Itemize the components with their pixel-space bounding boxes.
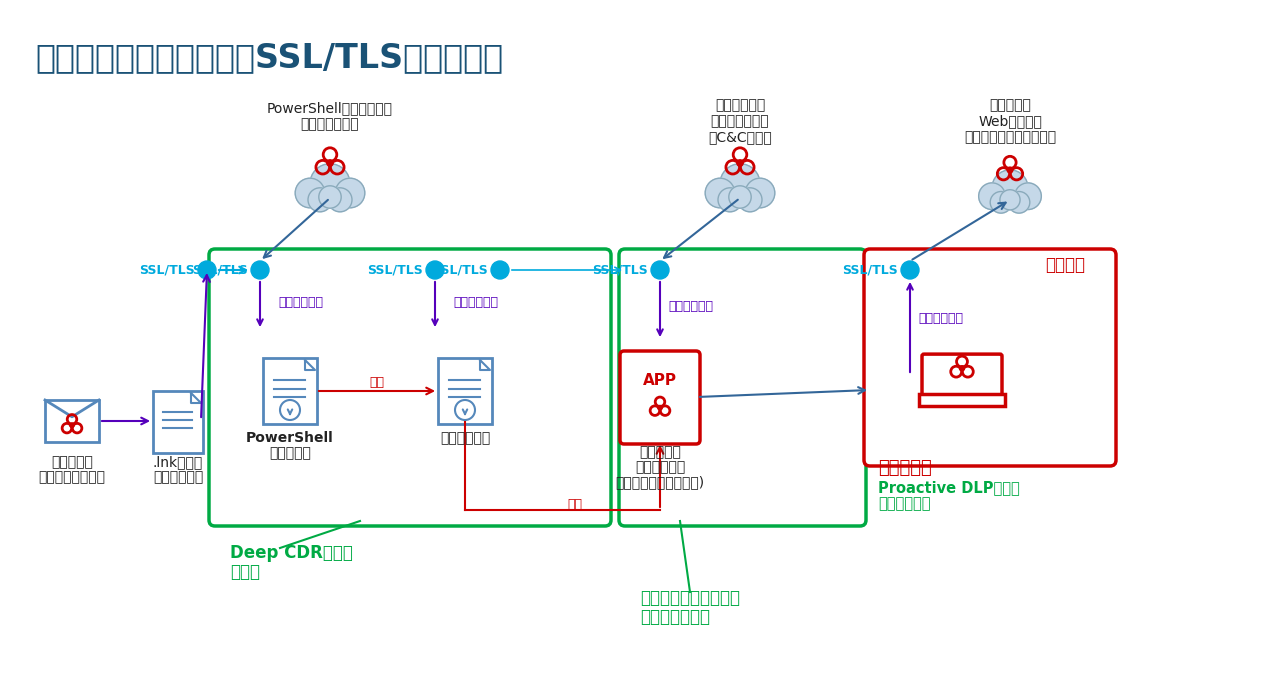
Text: SSL/TLS: SSL/TLS <box>192 263 248 276</box>
Circle shape <box>737 160 744 166</box>
Text: （メモリ上に: （メモリ上に <box>635 460 685 474</box>
Text: 無害化: 無害化 <box>230 563 260 581</box>
FancyBboxPatch shape <box>620 249 867 526</box>
Text: ダウンロード: ダウンロード <box>668 300 713 314</box>
Text: ダウンロード元: ダウンロード元 <box>710 114 769 128</box>
Circle shape <box>1007 167 1012 173</box>
Text: SSL/TLS: SSL/TLS <box>433 263 488 276</box>
Circle shape <box>251 261 269 279</box>
FancyBboxPatch shape <box>262 358 317 424</box>
Text: ダウンロード元: ダウンロード元 <box>301 117 360 131</box>
Circle shape <box>901 261 919 279</box>
Text: マルウェアの: マルウェアの <box>714 98 765 112</box>
Text: SSL/TLS: SSL/TLS <box>367 263 422 276</box>
Text: ダウンロード: ダウンロード <box>453 295 498 309</box>
Text: マルチスキャンによる: マルチスキャンによる <box>640 589 740 607</box>
Circle shape <box>658 405 662 410</box>
Text: 添付されたメール: 添付されたメール <box>38 470 105 484</box>
Circle shape <box>718 188 742 212</box>
Circle shape <box>960 365 965 371</box>
Circle shape <box>492 261 509 279</box>
Text: ファイルが: ファイルが <box>51 455 93 469</box>
Circle shape <box>319 186 342 208</box>
Text: SSL/TLS: SSL/TLS <box>140 263 195 276</box>
FancyBboxPatch shape <box>922 354 1002 398</box>
FancyBboxPatch shape <box>209 249 611 526</box>
Text: ダウンロード: ダウンロード <box>278 295 323 309</box>
Circle shape <box>70 423 74 428</box>
Circle shape <box>310 164 349 204</box>
Text: SSL/TLS: SSL/TLS <box>593 263 648 276</box>
Circle shape <box>1015 183 1042 209</box>
Text: 情報漏洩阻止: 情報漏洩阻止 <box>878 496 931 512</box>
Circle shape <box>728 186 751 208</box>
FancyBboxPatch shape <box>620 351 700 444</box>
Text: 実行: 実行 <box>370 377 384 389</box>
Text: 添付ファイル: 添付ファイル <box>152 470 204 484</box>
Text: マルウェア検知: マルウェア検知 <box>640 608 710 626</box>
Circle shape <box>745 178 774 208</box>
Circle shape <box>979 183 1005 209</box>
Text: アップロード: アップロード <box>918 312 963 325</box>
Circle shape <box>308 188 332 212</box>
Circle shape <box>1000 190 1020 210</box>
Text: クラウドストレージなど: クラウドストレージなど <box>964 130 1056 144</box>
Text: 情報搾取: 情報搾取 <box>1044 256 1085 274</box>
Circle shape <box>739 188 762 212</box>
FancyBboxPatch shape <box>919 394 1005 406</box>
Text: 侵入～潜伏: 侵入～潜伏 <box>878 459 932 477</box>
Text: APP: APP <box>643 373 677 388</box>
Text: SSL/TLS: SSL/TLS <box>842 263 899 276</box>
Circle shape <box>705 178 735 208</box>
Text: ダウンロードされ実行): ダウンロードされ実行) <box>616 475 704 489</box>
Text: シェルコード: シェルコード <box>440 431 490 445</box>
Circle shape <box>991 192 1011 213</box>
Circle shape <box>719 164 760 204</box>
Circle shape <box>335 178 365 208</box>
Text: PowerShell: PowerShell <box>246 431 334 445</box>
Text: 悪意のある: 悪意のある <box>989 98 1030 112</box>
Text: 標的型攻撃のプロセスとSSL/TLS通信の利用: 標的型攻撃のプロセスとSSL/TLS通信の利用 <box>35 41 503 74</box>
Circle shape <box>328 188 352 212</box>
Circle shape <box>992 170 1028 206</box>
FancyBboxPatch shape <box>154 391 204 453</box>
Circle shape <box>326 160 333 166</box>
FancyBboxPatch shape <box>864 249 1116 466</box>
Circle shape <box>296 178 325 208</box>
FancyBboxPatch shape <box>438 358 492 424</box>
Text: マルウェア: マルウェア <box>639 445 681 459</box>
Circle shape <box>1009 192 1030 213</box>
Text: スクリプト: スクリプト <box>269 446 311 460</box>
Text: 実行: 実行 <box>567 498 582 512</box>
FancyBboxPatch shape <box>45 400 99 442</box>
Text: .lnkなどの: .lnkなどの <box>152 455 204 469</box>
Text: Proactive DLPによる: Proactive DLPによる <box>878 480 1020 496</box>
Circle shape <box>652 261 669 279</box>
Text: Deep CDRによる: Deep CDRによる <box>230 544 353 562</box>
Text: PowerShellスクリプトの: PowerShellスクリプトの <box>268 101 393 115</box>
Circle shape <box>426 261 444 279</box>
Circle shape <box>198 261 216 279</box>
Text: Webサーバや: Webサーバや <box>978 114 1042 128</box>
Text: 兼C&Cサーバ: 兼C&Cサーバ <box>708 130 772 144</box>
